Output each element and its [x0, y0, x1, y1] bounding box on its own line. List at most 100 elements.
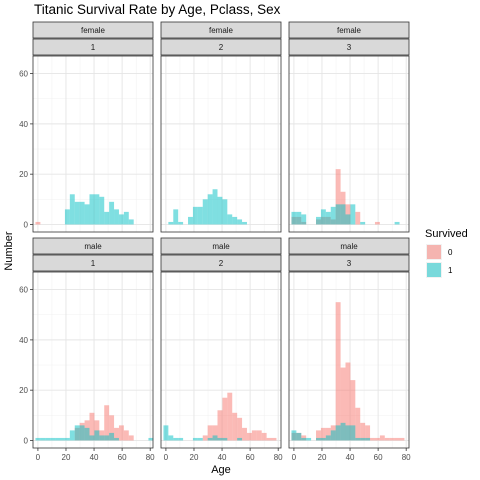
strip-pclass: [32, 38, 154, 56]
bar-survived: [227, 214, 233, 225]
bar-not-survived: [301, 435, 307, 441]
bar-not-survived: [379, 435, 385, 441]
bar-survived: [188, 216, 193, 225]
bar-not-survived: [227, 392, 233, 441]
bar-survived: [94, 194, 100, 225]
bar-not-survived: [325, 427, 331, 441]
y-tick-label: 0: [24, 220, 29, 229]
bar-survived: [197, 206, 203, 225]
facet-panel: female 1 0 20 40 60: [19, 21, 154, 233]
bar-not-survived: [355, 407, 361, 441]
bar-survived: [168, 435, 174, 441]
bar-survived: [217, 437, 223, 441]
bar-survived: [45, 437, 51, 441]
strip-pclass: [288, 38, 410, 56]
x-tick-label: 80: [146, 453, 155, 462]
legend-label: 1: [448, 266, 453, 275]
bar-not-survived: [365, 425, 371, 441]
bar-survived: [296, 211, 302, 225]
bar-survived: [99, 196, 105, 225]
bar-not-survived: [256, 430, 262, 441]
panel-border: [32, 55, 154, 233]
bar-not-survived: [316, 430, 321, 441]
bar-survived: [84, 427, 90, 441]
bar-not-survived: [350, 380, 356, 441]
bar-survived: [69, 194, 75, 225]
bar-survived: [330, 206, 336, 225]
strip-pclass-label: 2: [219, 43, 224, 52]
bar-survived: [360, 437, 366, 441]
chart-title: Titanic Survival Rate by Age, Pclass, Se…: [34, 2, 281, 17]
x-tick-label: 60: [374, 453, 383, 462]
strip-pclass-label: 1: [91, 43, 96, 52]
y-tick-label: 40: [19, 336, 28, 345]
bar-not-survived: [207, 425, 213, 441]
bar-survived: [301, 214, 307, 225]
bar-survived: [168, 221, 174, 225]
strip-sex-label: female: [209, 26, 234, 35]
x-tick-label: 40: [90, 453, 99, 462]
panel-border: [288, 55, 410, 233]
facet-panel: female 2: [160, 21, 282, 233]
x-tick-label: 0: [292, 453, 297, 462]
bar-survived: [320, 437, 326, 441]
x-tick-label: 0: [36, 453, 41, 462]
bar-survived: [35, 437, 41, 441]
bar-survived: [232, 216, 238, 225]
bar-not-survived: [123, 430, 129, 441]
bar-survived: [89, 435, 95, 441]
strip-sex-label: female: [337, 26, 362, 35]
strip-pclass-label: 2: [219, 259, 224, 268]
bar-not-survived: [374, 437, 380, 441]
x-tick-label: 20: [190, 453, 199, 462]
bar-survived: [222, 437, 228, 441]
bar-not-survived: [128, 435, 134, 441]
bar-not-survived: [399, 437, 405, 441]
bar-survived: [104, 211, 110, 225]
strip-sex-label: male: [212, 242, 230, 251]
bar-survived: [40, 437, 46, 441]
bar-not-survived: [89, 412, 95, 441]
bar-not-survived: [389, 437, 395, 441]
bar-survived: [178, 437, 184, 441]
facet-panel: female 3: [288, 21, 410, 233]
bar-survived: [50, 437, 56, 441]
strip-sex: [160, 237, 282, 255]
legend-title: Survived: [425, 228, 468, 240]
bar-not-survived: [374, 221, 380, 225]
x-tick-label: 80: [274, 453, 283, 462]
bar-not-survived: [222, 397, 228, 441]
panel-border: [288, 271, 410, 449]
bar-survived: [360, 221, 366, 225]
bar-survived: [128, 219, 134, 225]
bar-survived: [212, 435, 218, 441]
bar-survived: [217, 196, 223, 225]
bar-survived: [355, 437, 361, 441]
facet-panels: female10204060female2female3male10204060…: [19, 21, 411, 462]
bar-survived: [207, 437, 213, 441]
y-tick-label: 20: [19, 386, 28, 395]
strip-sex: [160, 21, 282, 39]
bar-survived: [394, 221, 400, 225]
bar-not-survived: [320, 427, 326, 441]
x-tick-label: 60: [246, 453, 255, 462]
bar-survived: [163, 425, 169, 441]
bar-survived: [89, 194, 95, 225]
y-tick-label: 20: [19, 170, 28, 179]
bar-not-survived: [109, 415, 115, 441]
strip-pclass: [160, 38, 282, 56]
bar-not-survived: [114, 427, 119, 441]
bar-survived: [340, 204, 346, 225]
panel-border: [160, 271, 282, 449]
bar-survived: [306, 437, 312, 441]
x-tick-label: 80: [402, 453, 411, 462]
bar-survived: [316, 216, 321, 225]
bar-survived: [123, 211, 129, 225]
strip-sex: [32, 237, 154, 255]
x-tick-label: 20: [62, 453, 71, 462]
bar-survived: [197, 437, 203, 441]
bar-not-survived: [345, 362, 351, 441]
bar-not-survived: [237, 417, 243, 441]
bar-not-survived: [232, 412, 238, 441]
strip-pclass: [160, 254, 282, 272]
